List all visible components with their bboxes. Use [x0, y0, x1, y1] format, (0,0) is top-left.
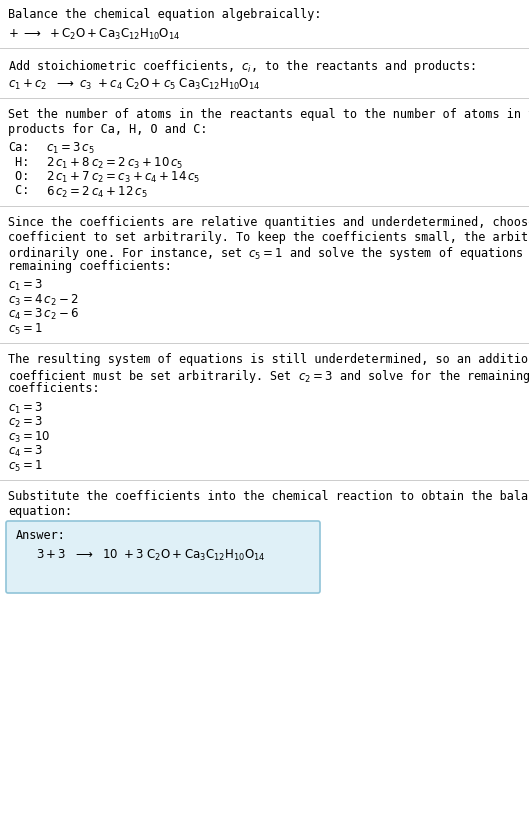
- Text: ordinarily one. For instance, set $c_5 = 1$ and solve the system of equations fo: ordinarily one. For instance, set $c_5 =…: [8, 245, 529, 262]
- Text: $3+3\ \ \longrightarrow\ \ 10\ +3\ \mathrm{C_2O}+\mathrm{Ca_3C_{12}H_{10}O_{14}}: $3+3\ \ \longrightarrow\ \ 10\ +3\ \math…: [36, 547, 266, 562]
- Text: $c_4 = 3$: $c_4 = 3$: [8, 444, 43, 459]
- Text: Add stoichiometric coefficients, $c_i$, to the reactants and products:: Add stoichiometric coefficients, $c_i$, …: [8, 58, 476, 75]
- Text: coefficients:: coefficients:: [8, 382, 101, 395]
- Text: $c_4 = 3\,c_2 - 6$: $c_4 = 3\,c_2 - 6$: [8, 307, 79, 322]
- Text: H:: H:: [8, 155, 30, 169]
- Text: coefficient to set arbitrarily. To keep the coefficients small, the arbitrary va: coefficient to set arbitrarily. To keep …: [8, 230, 529, 243]
- Text: Set the number of atoms in the reactants equal to the number of atoms in the: Set the number of atoms in the reactants…: [8, 108, 529, 121]
- Text: $2\,c_1 + 7\,c_2 = c_3 + c_4 + 14\,c_5$: $2\,c_1 + 7\,c_2 = c_3 + c_4 + 14\,c_5$: [46, 170, 200, 185]
- Text: $c_3 = 10$: $c_3 = 10$: [8, 430, 51, 445]
- FancyBboxPatch shape: [6, 521, 320, 593]
- Text: coefficient must be set arbitrarily. Set $c_2 = 3$ and solve for the remaining: coefficient must be set arbitrarily. Set…: [8, 367, 529, 385]
- Text: $c_3 = 4\,c_2 - 2$: $c_3 = 4\,c_2 - 2$: [8, 293, 79, 307]
- Text: $2\,c_1 + 8\,c_2 = 2\,c_3 + 10\,c_5$: $2\,c_1 + 8\,c_2 = 2\,c_3 + 10\,c_5$: [46, 155, 184, 171]
- Text: $c_1+c_2\ \ \longrightarrow\ c_3\ +c_4\ \mathrm{C_2O}+c_5\ \mathrm{Ca_3C_{12}H_{: $c_1+c_2\ \ \longrightarrow\ c_3\ +c_4\ …: [8, 76, 260, 91]
- Text: equation:: equation:: [8, 505, 72, 518]
- Text: remaining coefficients:: remaining coefficients:: [8, 260, 172, 273]
- Text: Ca:: Ca:: [8, 141, 30, 154]
- Text: products for Ca, H, O and C:: products for Ca, H, O and C:: [8, 122, 207, 136]
- Text: C:: C:: [8, 184, 30, 197]
- Text: Since the coefficients are relative quantities and underdetermined, choose a: Since the coefficients are relative quan…: [8, 216, 529, 229]
- Text: $+\ \longrightarrow\ +\mathrm{C_2O}+\mathrm{Ca_3C_{12}H_{10}O_{14}}$: $+\ \longrightarrow\ +\mathrm{C_2O}+\mat…: [8, 26, 180, 42]
- Text: $c_5 = 1$: $c_5 = 1$: [8, 321, 43, 336]
- Text: O:: O:: [8, 170, 30, 183]
- Text: $c_2 = 3$: $c_2 = 3$: [8, 415, 43, 430]
- Text: $c_1 = 3$: $c_1 = 3$: [8, 400, 43, 416]
- Text: Answer:: Answer:: [16, 529, 66, 542]
- Text: The resulting system of equations is still underdetermined, so an additional: The resulting system of equations is sti…: [8, 353, 529, 366]
- Text: Balance the chemical equation algebraically:: Balance the chemical equation algebraica…: [8, 8, 322, 21]
- Text: $6\,c_2 = 2\,c_4 + 12\,c_5$: $6\,c_2 = 2\,c_4 + 12\,c_5$: [46, 184, 148, 200]
- Text: $c_5 = 1$: $c_5 = 1$: [8, 459, 43, 473]
- Text: Substitute the coefficients into the chemical reaction to obtain the balanced: Substitute the coefficients into the che…: [8, 490, 529, 503]
- Text: $c_1 = 3$: $c_1 = 3$: [8, 278, 43, 293]
- Text: $c_1 = 3\,c_5$: $c_1 = 3\,c_5$: [46, 141, 95, 156]
